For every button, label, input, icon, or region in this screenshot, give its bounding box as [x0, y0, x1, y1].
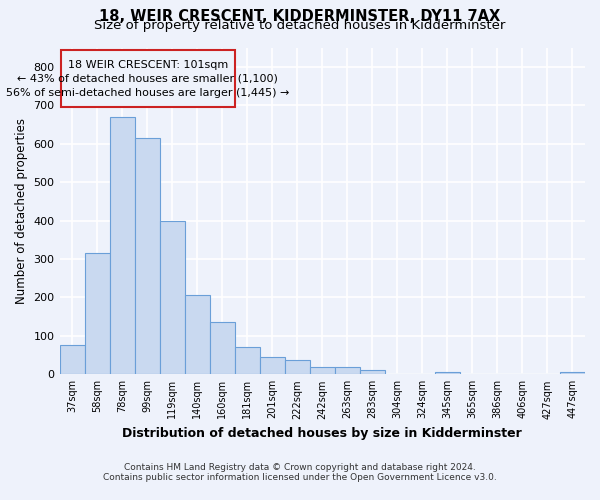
Bar [160, 222, 185, 374]
Bar [310, 366, 335, 374]
FancyBboxPatch shape [61, 50, 235, 107]
Bar [59, 346, 85, 374]
Bar [185, 296, 209, 374]
Bar [435, 372, 460, 374]
Text: Contains HM Land Registry data © Crown copyright and database right 2024.: Contains HM Land Registry data © Crown c… [124, 464, 476, 472]
Bar [235, 348, 260, 374]
Bar [285, 360, 310, 374]
Bar [209, 322, 235, 374]
Bar [360, 370, 385, 374]
Bar [260, 356, 285, 374]
Text: Size of property relative to detached houses in Kidderminster: Size of property relative to detached ho… [94, 19, 506, 32]
Bar [560, 372, 585, 374]
Bar [85, 253, 110, 374]
Y-axis label: Number of detached properties: Number of detached properties [15, 118, 28, 304]
Text: 18 WEIR CRESCENT: 101sqm
← 43% of detached houses are smaller (1,100)
56% of sem: 18 WEIR CRESCENT: 101sqm ← 43% of detach… [6, 60, 289, 98]
Bar [335, 368, 360, 374]
Bar [110, 116, 134, 374]
X-axis label: Distribution of detached houses by size in Kidderminster: Distribution of detached houses by size … [122, 427, 522, 440]
Text: 18, WEIR CRESCENT, KIDDERMINSTER, DY11 7AX: 18, WEIR CRESCENT, KIDDERMINSTER, DY11 7… [100, 9, 500, 24]
Bar [134, 138, 160, 374]
Text: Contains public sector information licensed under the Open Government Licence v3: Contains public sector information licen… [103, 474, 497, 482]
